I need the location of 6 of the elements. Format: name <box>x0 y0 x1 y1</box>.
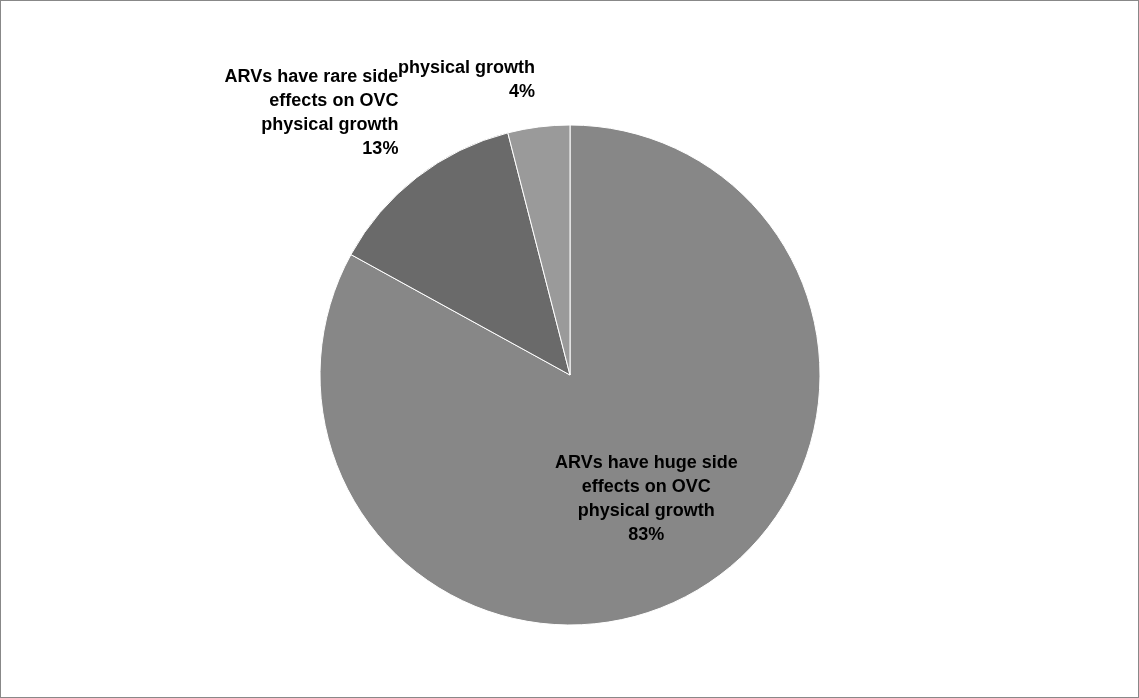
data-label: 13% <box>362 137 399 158</box>
slice-label: ARVs have rare side effects on OVC physical growth <box>224 65 399 134</box>
slice-label: ARVs have huge side effects on OVC physical growth <box>554 452 738 521</box>
data-label: 83% <box>628 524 665 545</box>
data-label: 4% <box>508 81 535 102</box>
slice-label: physical growth <box>397 57 535 78</box>
